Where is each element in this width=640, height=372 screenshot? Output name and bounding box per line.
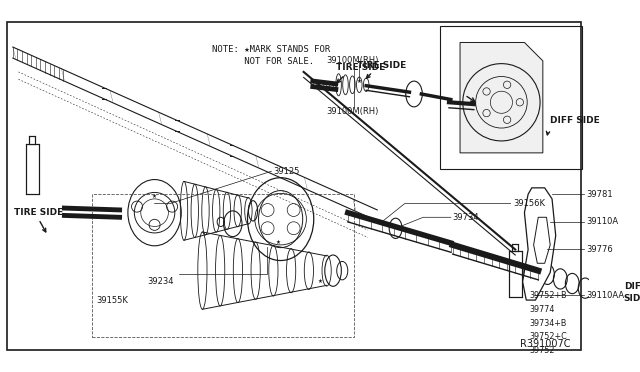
Text: TIRE SIDE: TIRE SIDE — [336, 63, 385, 72]
Text: ★: ★ — [317, 279, 323, 284]
Text: R391007C: R391007C — [520, 339, 570, 349]
Text: 39125: 39125 — [273, 167, 300, 176]
Text: DIFF: DIFF — [624, 282, 640, 291]
Text: SIDE: SIDE — [624, 294, 640, 303]
Text: 39774: 39774 — [529, 305, 554, 314]
Text: 39752+B: 39752+B — [529, 291, 566, 300]
Text: 39155K: 39155K — [97, 296, 129, 305]
Text: 39234: 39234 — [147, 277, 173, 286]
Text: TIRE SIDE: TIRE SIDE — [357, 61, 406, 70]
Text: ★: ★ — [356, 78, 361, 84]
Polygon shape — [29, 136, 35, 144]
Text: 39100M(RH): 39100M(RH) — [326, 107, 379, 116]
Polygon shape — [523, 188, 556, 300]
Text: 39110A: 39110A — [586, 217, 618, 227]
Text: ★: ★ — [276, 240, 281, 245]
Polygon shape — [26, 144, 38, 194]
Polygon shape — [509, 251, 522, 297]
Text: 39776: 39776 — [586, 245, 613, 254]
Text: 39110AA: 39110AA — [586, 291, 624, 300]
Text: 39752+C: 39752+C — [529, 333, 567, 341]
Text: 39100M(RH): 39100M(RH) — [326, 57, 379, 65]
Text: 39781: 39781 — [586, 190, 612, 199]
Text: 39734+B: 39734+B — [529, 318, 566, 328]
Text: NOT FOR SALE.: NOT FOR SALE. — [212, 57, 314, 66]
Text: 39156K: 39156K — [513, 199, 545, 208]
Bar — [440, 26, 582, 169]
Text: ★: ★ — [152, 193, 157, 199]
Text: TIRE SIDE: TIRE SIDE — [14, 208, 63, 217]
Text: NOTE: ★MARK STANDS FOR: NOTE: ★MARK STANDS FOR — [212, 45, 330, 54]
Polygon shape — [460, 42, 543, 153]
Bar — [92, 194, 354, 337]
Text: 39752: 39752 — [529, 346, 554, 355]
Text: DIFF SIDE: DIFF SIDE — [550, 116, 600, 125]
Text: 39734: 39734 — [452, 213, 479, 222]
